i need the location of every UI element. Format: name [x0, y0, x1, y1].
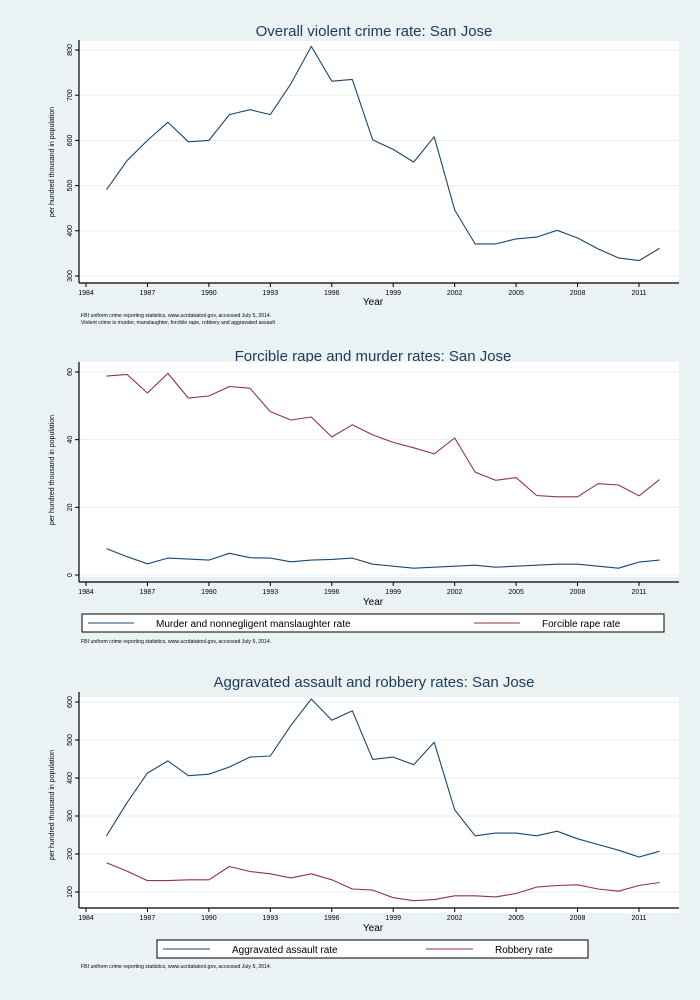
chart-panel-assault-robbery: Aggravated assault and robbery rates: Sa…	[0, 665, 700, 1000]
x-tick-label: 1996	[324, 290, 340, 297]
x-tick-label: 2005	[508, 290, 524, 297]
chart-title: Overall violent crime rate: San Jose	[256, 23, 493, 40]
x-tick-label: 1993	[263, 589, 279, 596]
series-lines	[106, 45, 660, 262]
legend-box	[156, 939, 589, 959]
x-tick-label: 2002	[447, 589, 463, 596]
x-tick-label: 1999	[385, 915, 401, 922]
legend: Murder and nonnegligent manslaughter rat…	[81, 613, 665, 633]
series-line-murder-and-nonnegligent-manslaughter-rate	[106, 548, 660, 569]
y-tick-label: 400	[67, 225, 74, 237]
legend-label-assault: Aggravated assault rate	[232, 945, 338, 956]
y-tick-labels: 300 400 500 600 700 800	[67, 44, 74, 282]
y-axis-label: per hundred thousand in population	[49, 750, 56, 860]
chart-title: Forcible rape and murder rates: San Jose	[235, 348, 512, 365]
axes	[75, 692, 679, 912]
y-tick-label: 600	[67, 696, 74, 708]
x-tick-label: 1984	[78, 915, 94, 922]
x-tick-label: 1987	[140, 589, 156, 596]
x-tick-label: 2011	[631, 589, 646, 596]
x-tick-label: 1993	[263, 915, 279, 922]
y-axis-label: per hundred thousand in population	[49, 107, 56, 217]
series-line-forcible-rape-rate	[106, 372, 660, 498]
x-tick-label: 1990	[201, 290, 217, 297]
chart-panel-rape-murder: Forcible rape and murder rates: San Jose…	[0, 335, 700, 655]
y-tick-label: 40	[67, 436, 74, 444]
grid-lines	[79, 371, 679, 576]
y-tick-label: 800	[67, 44, 74, 56]
x-tick-label: 2002	[447, 290, 463, 297]
x-tick-label: 1999	[385, 290, 401, 297]
legend: Aggravated assault rate Robbery rate	[156, 939, 589, 959]
x-axis-label: Year	[363, 297, 384, 308]
y-tick-label: 20	[67, 503, 74, 511]
x-tick-label: 2011	[631, 290, 646, 297]
x-tick-label: 1990	[201, 915, 217, 922]
x-tick-label: 2008	[570, 290, 586, 297]
chart-svg: Overall violent crime rate: San Jose 300…	[49, 23, 679, 326]
chart-svg: Forcible rape and murder rates: San Jose…	[49, 348, 679, 645]
source-note: FBI uniform crime reporting statistics, …	[81, 964, 271, 970]
x-tick-label: 2008	[570, 589, 586, 596]
y-tick-label: 700	[67, 89, 74, 101]
series-lines	[106, 698, 660, 902]
x-tick-labels: 1984 1987 1990 1993 1996 1999 2002 2005 2008 2011	[78, 915, 646, 922]
x-tick-label: 1996	[324, 915, 340, 922]
x-tick-label: 1993	[263, 290, 279, 297]
y-tick-labels: 0 20 40 60	[67, 368, 74, 577]
x-tick-label: 2011	[631, 915, 646, 922]
chart-svg: Aggravated assault and robbery rates: Sa…	[49, 674, 679, 970]
y-tick-label: 300	[67, 810, 74, 822]
legend-label-robbery: Robbery rate	[495, 945, 553, 956]
legend-label-rape: Forcible rape rate	[542, 619, 621, 630]
chart-panel-violent-crime: Overall violent crime rate: San Jose 300…	[0, 0, 700, 335]
x-tick-label: 2005	[508, 915, 524, 922]
x-tick-label: 1984	[78, 290, 94, 297]
source-note: FBI uniform crime reporting statistics, …	[81, 313, 271, 319]
plot-region	[79, 697, 679, 913]
x-tick-label: 2008	[570, 915, 586, 922]
legend-box	[81, 613, 665, 633]
axes	[75, 40, 679, 287]
x-tick-labels: 1984 1987 1990 1993 1996 1999 2002 2005 2008 2011	[78, 589, 646, 596]
series-line-robbery-rate	[106, 862, 660, 902]
y-tick-labels: 100 200 300 400 500 600	[67, 696, 74, 898]
x-tick-label: 1987	[140, 915, 156, 922]
x-tick-label: 1999	[385, 589, 401, 596]
y-tick-label: 400	[67, 772, 74, 784]
x-tick-label: 1990	[201, 589, 217, 596]
chart-title: Aggravated assault and robbery rates: Sa…	[213, 674, 534, 691]
y-axis-label: per hundred thousand in population	[49, 415, 56, 525]
y-tick-label: 500	[67, 180, 74, 192]
series-lines	[106, 372, 660, 569]
x-tick-label: 1984	[78, 589, 94, 596]
y-tick-label: 500	[67, 734, 74, 746]
grid-lines	[79, 701, 679, 893]
x-axis-label: Year	[363, 923, 384, 934]
series-line-violent-crime-rate	[106, 45, 660, 262]
x-tick-label: 2002	[447, 915, 463, 922]
plot-region	[79, 362, 679, 577]
x-tick-labels: 1984 1987 1990 1993 1996 1999 2002 2005 2008 2011	[78, 290, 646, 297]
x-tick-label: 2005	[508, 589, 524, 596]
source-note: FBI uniform crime reporting statistics, …	[81, 639, 271, 645]
plot-region	[79, 41, 679, 283]
x-tick-label: 1987	[140, 290, 156, 297]
y-tick-label: 600	[67, 134, 74, 146]
y-tick-label: 300	[67, 270, 74, 282]
y-tick-label: 60	[67, 368, 74, 376]
axes	[75, 362, 679, 586]
x-tick-label: 1996	[324, 589, 340, 596]
legend-label-murder: Murder and nonnegligent manslaughter rat…	[156, 619, 351, 630]
x-axis-label: Year	[363, 597, 384, 608]
y-tick-label: 0	[67, 573, 74, 577]
y-tick-label: 200	[67, 848, 74, 860]
series-line-aggravated-assault-rate	[106, 698, 660, 858]
y-tick-label: 100	[67, 886, 74, 898]
definition-note: Violent crime is murder, manslaughter, f…	[81, 320, 276, 326]
grid-lines	[79, 49, 679, 277]
